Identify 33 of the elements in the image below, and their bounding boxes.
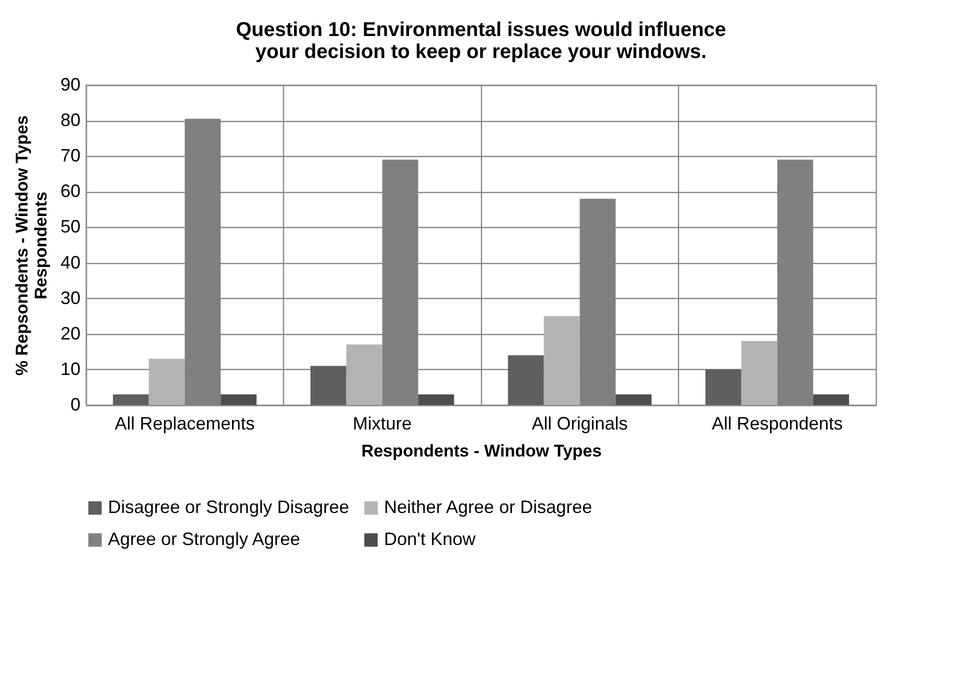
y-tick-label: 60 [60,181,80,202]
bar [418,394,454,405]
legend-label: Agree or Strongly Agree [108,529,300,549]
x-tick-label: All Originals [532,414,628,434]
y-tick-label: 50 [60,216,80,237]
y-tick-label: 0 [70,394,80,414]
chart-title: Question 10: Environmental issues would influence your decision to keep or replace your windows. [236,19,726,63]
x-tick-label: All Replacements [114,414,255,434]
bar [741,341,778,405]
x-tick-label: All Respondents [712,414,843,434]
bar [310,366,346,405]
y-tick-label: 80 [60,110,80,130]
bar [616,394,652,405]
y-tick-label: 30 [60,288,80,308]
bar [346,344,382,405]
bar [112,394,149,405]
legend-label: Neither Agree or Disagree [384,497,592,517]
y-tick-label: 70 [60,146,80,166]
bar [705,369,742,405]
y-tick-label: 90 [60,74,80,94]
bar [544,316,580,405]
bar [220,394,257,405]
legend-label: Disagree or Strongly Disagree [108,497,350,517]
bar [508,355,544,405]
y-tick-label: 10 [60,358,80,379]
y-axis-title: % Repsondents - Window Types Respondents [12,115,50,376]
x-axis-title: Respondents - Window Types [361,442,602,460]
x-tick-label: Mixture [352,414,412,434]
bar [148,358,185,405]
y-tick-label: 40 [60,252,80,272]
bar [813,394,850,405]
y-tick-label: 20 [60,323,80,344]
legend-label: Don't Know [384,529,476,549]
